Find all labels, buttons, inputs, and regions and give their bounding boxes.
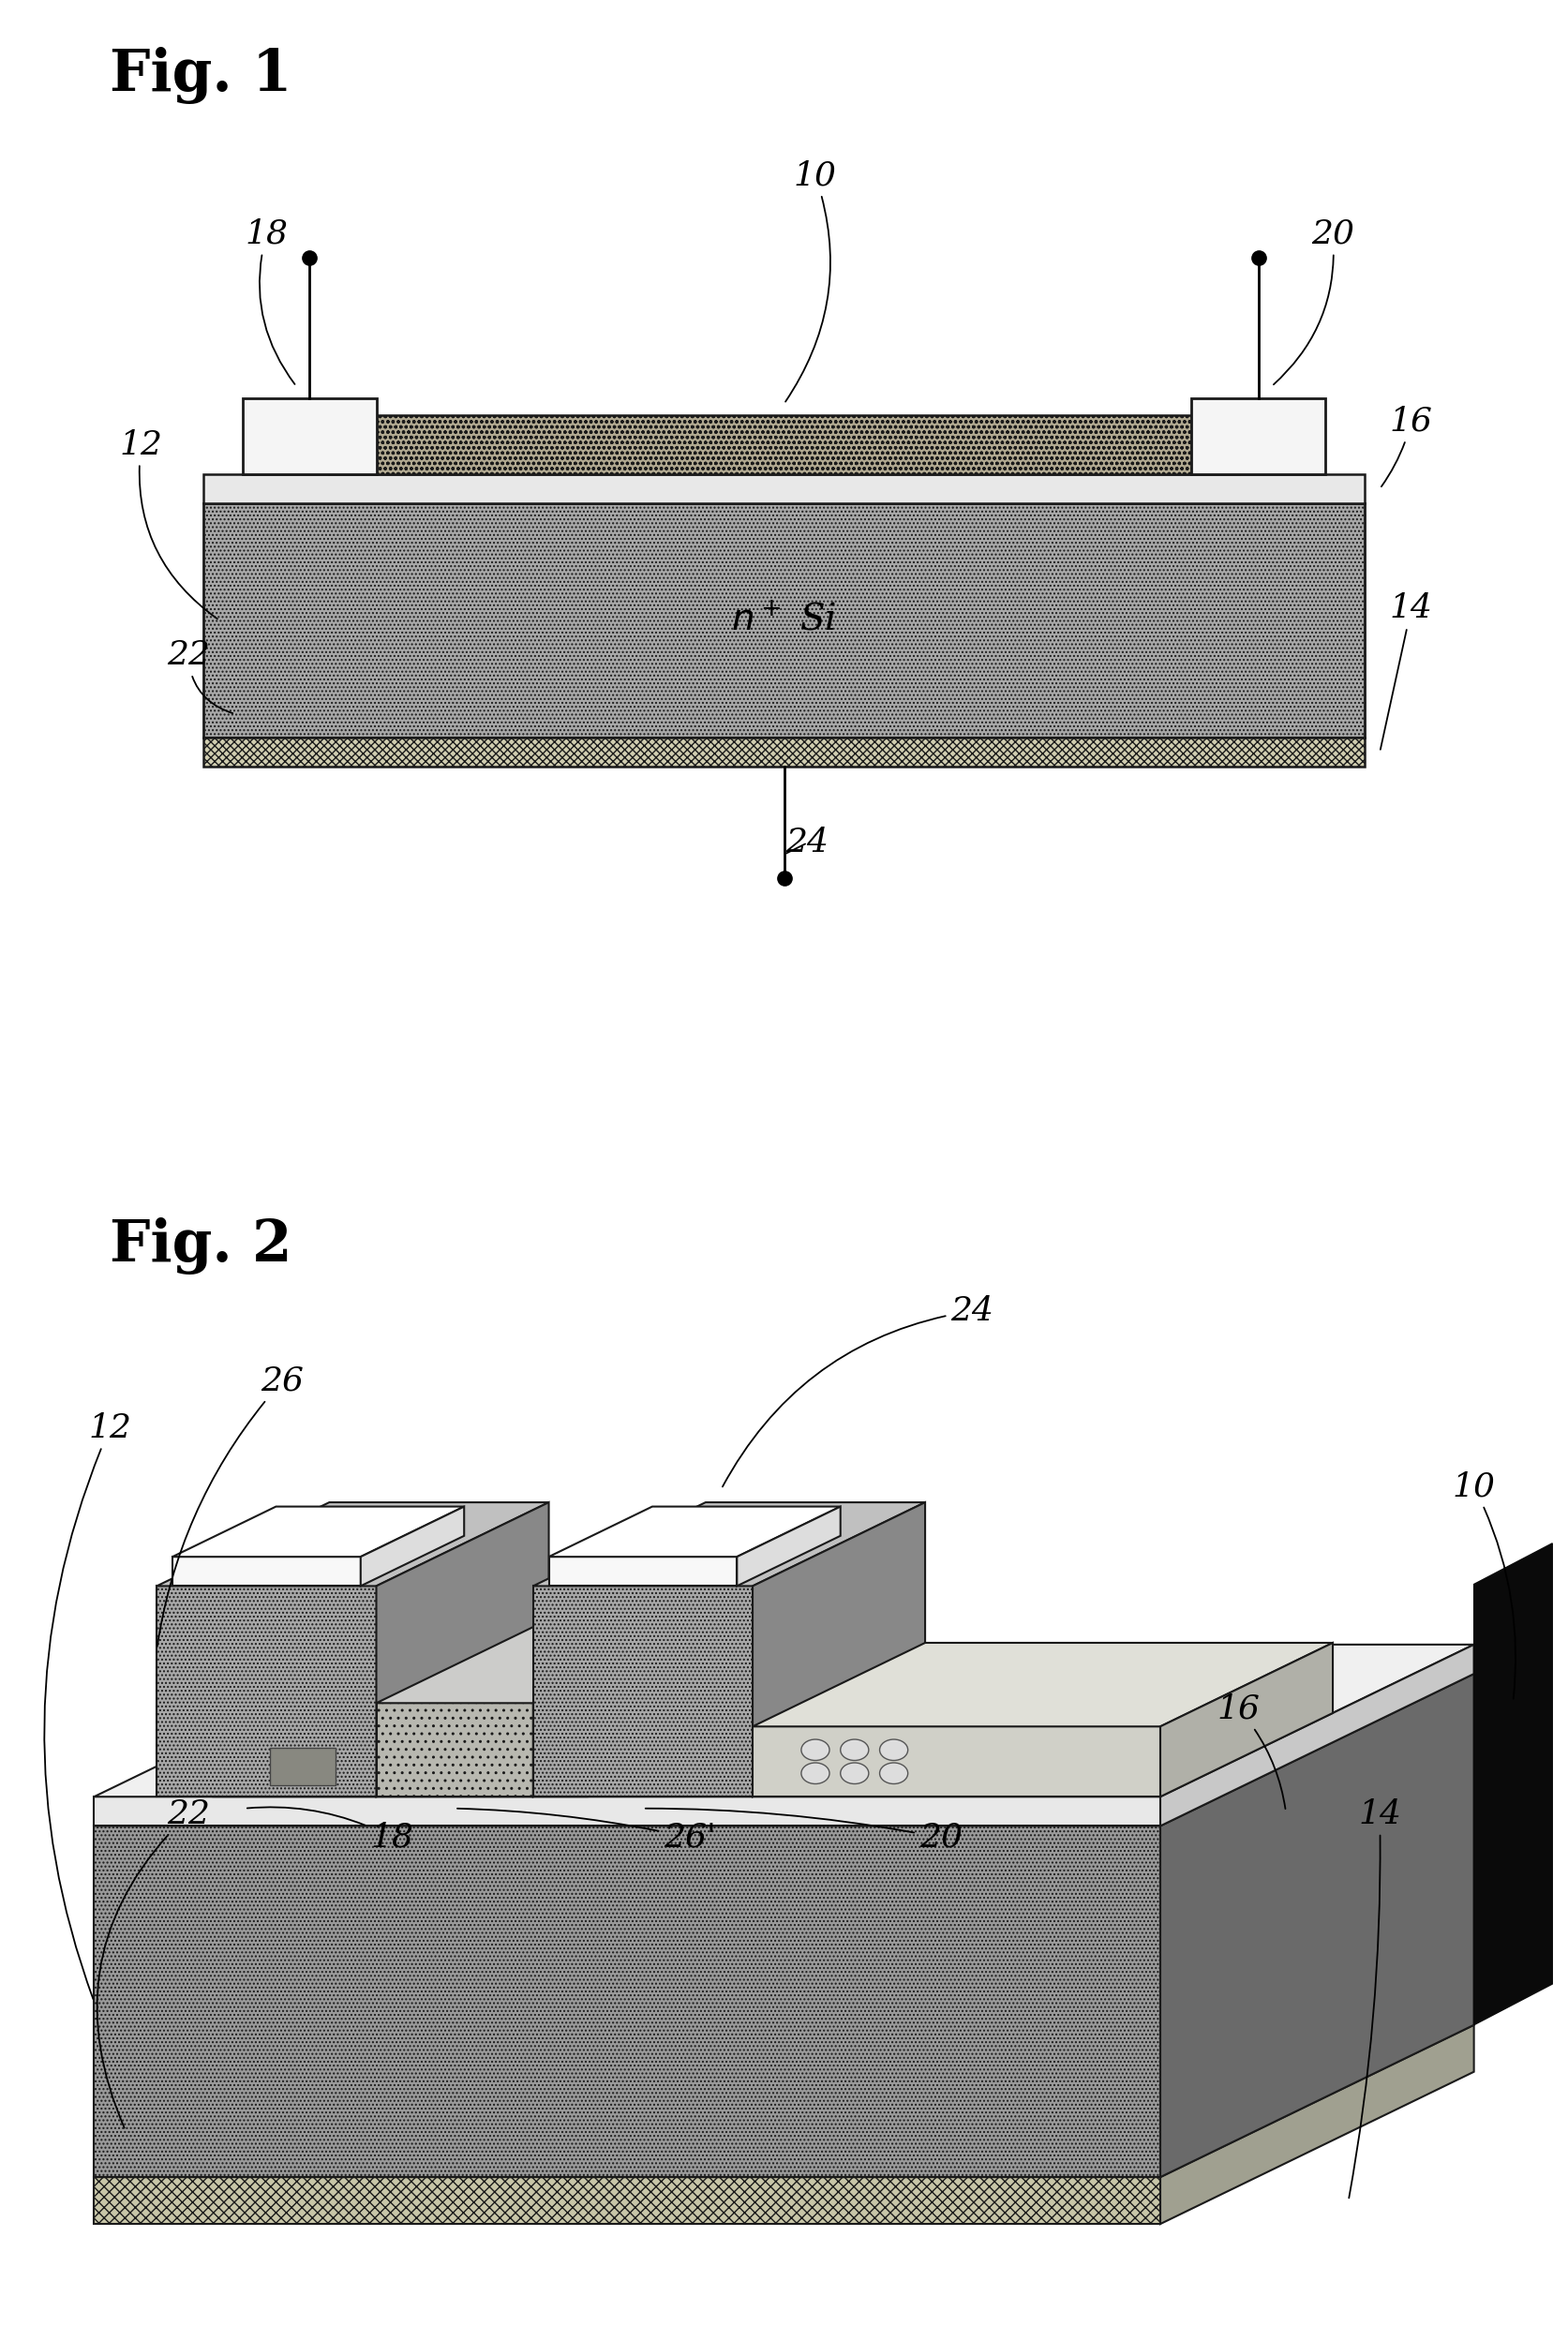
Polygon shape: [94, 2025, 1474, 2177]
Polygon shape: [533, 1503, 925, 1587]
Polygon shape: [172, 1557, 361, 1587]
Bar: [329, 417, 1239, 473]
Polygon shape: [94, 1826, 1160, 2177]
Polygon shape: [549, 1557, 737, 1587]
Text: 16: 16: [1381, 405, 1433, 487]
Polygon shape: [376, 1704, 533, 1798]
Circle shape: [840, 1739, 869, 1760]
Bar: [204, 473, 1364, 503]
Polygon shape: [94, 1674, 1474, 1826]
Text: 10: 10: [786, 159, 837, 403]
Text: Fig. 2: Fig. 2: [110, 1217, 292, 1274]
Polygon shape: [157, 1503, 549, 1587]
Text: 22: 22: [166, 639, 232, 714]
Text: 26: 26: [157, 1365, 304, 1646]
Bar: [243, 398, 376, 473]
Polygon shape: [753, 1503, 925, 1798]
Text: 22: 22: [97, 1798, 210, 2128]
Polygon shape: [533, 1620, 706, 1798]
Text: 10: 10: [1452, 1470, 1516, 1700]
Polygon shape: [361, 1508, 464, 1587]
Polygon shape: [376, 1503, 549, 1798]
Bar: [212, 1751, 588, 1798]
Polygon shape: [94, 1643, 1474, 1798]
Polygon shape: [172, 1508, 464, 1557]
Text: 18: 18: [248, 1807, 414, 1854]
Text: $n^+$ Si: $n^+$ Si: [731, 604, 837, 637]
Polygon shape: [157, 1587, 376, 1798]
Polygon shape: [1160, 1674, 1474, 2177]
Polygon shape: [1160, 2025, 1474, 2224]
Circle shape: [801, 1763, 829, 1784]
Text: 12: 12: [119, 428, 218, 618]
Text: 24: 24: [723, 1295, 994, 1487]
Text: 16: 16: [1217, 1693, 1286, 1810]
Text: 14: 14: [1380, 592, 1433, 749]
Polygon shape: [753, 1643, 1333, 1728]
Polygon shape: [1160, 1643, 1333, 1798]
Polygon shape: [533, 1587, 753, 1798]
Polygon shape: [737, 1508, 840, 1587]
Text: 20: 20: [1273, 218, 1355, 384]
Polygon shape: [376, 1620, 706, 1704]
Bar: [1192, 398, 1325, 473]
Text: 12: 12: [44, 1412, 132, 1999]
Circle shape: [880, 1739, 908, 1760]
Text: 20: 20: [646, 1807, 963, 1854]
Polygon shape: [94, 2177, 1160, 2224]
Bar: [270, 1746, 336, 1784]
Bar: [204, 503, 1364, 737]
Polygon shape: [1160, 1643, 1474, 1826]
Circle shape: [801, 1739, 829, 1760]
Text: Fig. 1: Fig. 1: [110, 47, 292, 103]
Polygon shape: [1474, 1543, 1552, 2025]
Polygon shape: [549, 1508, 840, 1557]
Circle shape: [840, 1763, 869, 1784]
Polygon shape: [94, 1798, 1160, 1826]
Polygon shape: [753, 1728, 1160, 1798]
Text: 24: 24: [786, 826, 829, 859]
Bar: [204, 737, 1364, 768]
Circle shape: [880, 1763, 908, 1784]
Text: 18: 18: [245, 218, 295, 384]
Text: 14: 14: [1348, 1798, 1402, 2198]
Text: 26': 26': [458, 1810, 717, 1854]
